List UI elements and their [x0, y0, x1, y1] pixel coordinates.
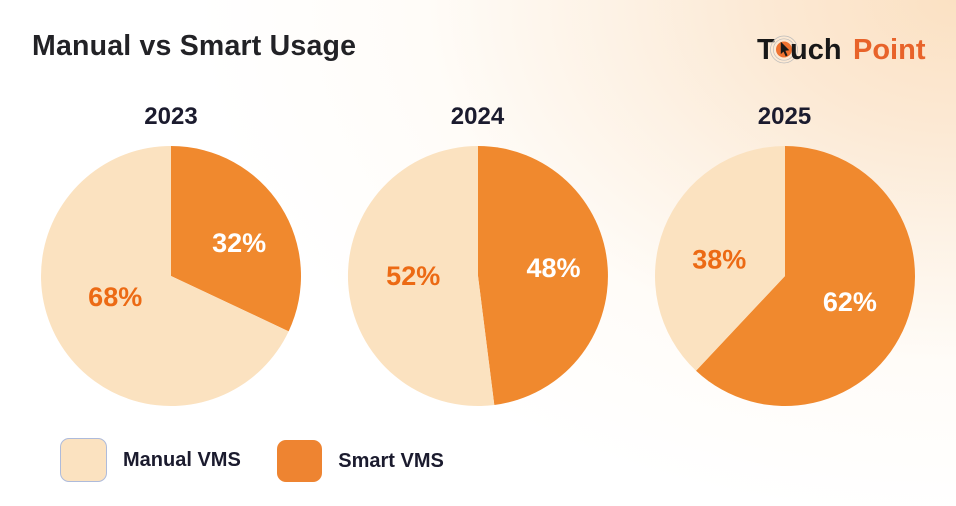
svg-text:T: T — [757, 34, 775, 66]
svg-text:Point: Point — [853, 34, 926, 66]
svg-text:68%: 68% — [88, 282, 142, 312]
svg-text:uch: uch — [790, 34, 842, 66]
svg-text:48%: 48% — [526, 253, 580, 283]
svg-text:52%: 52% — [386, 261, 440, 291]
svg-text:38%: 38% — [692, 245, 746, 275]
svg-text:62%: 62% — [822, 287, 876, 317]
svg-text:32%: 32% — [212, 228, 266, 258]
